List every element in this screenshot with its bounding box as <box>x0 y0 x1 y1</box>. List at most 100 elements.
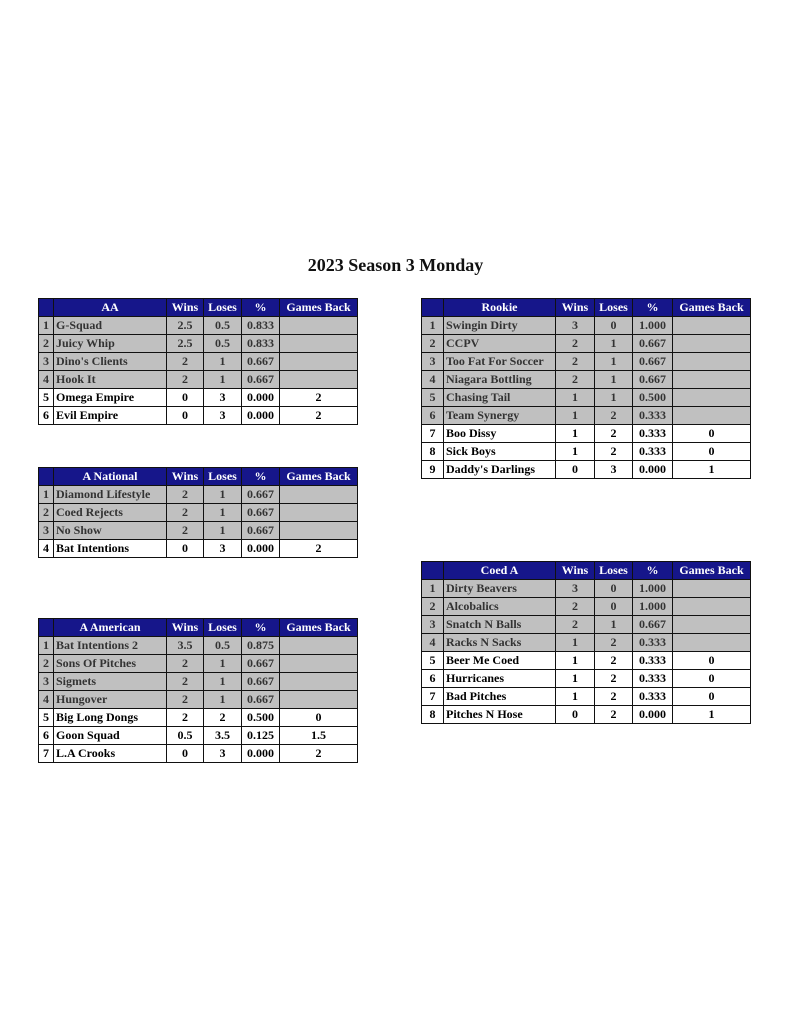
table-row: 2 Alcobalics 2 0 1.000 <box>421 597 751 616</box>
team-name: Omega Empire <box>53 388 167 407</box>
loses: 2 <box>594 705 633 724</box>
rank: 2 <box>421 334 444 353</box>
standings-table-aa: AA Wins Loses% Games Back 1 G-Squad 2.5 0.5 0.83… <box>38 298 358 425</box>
table-row: 6 Hurricanes 1 2 0.333 0 <box>421 669 751 688</box>
team-name: CCPV <box>443 334 556 353</box>
pct: 0.667 <box>241 690 280 709</box>
table-row: 1 Diamond Lifestyle 2 1 0.667 <box>38 485 358 504</box>
rank: 1 <box>421 579 444 598</box>
wins: 1 <box>555 442 595 461</box>
division-name: Coed A <box>443 561 556 580</box>
table-row: 6 Team Synergy 1 2 0.333 <box>421 406 751 425</box>
table-row: 1 G-Squad 2.5 0.5 0.833 <box>38 316 358 335</box>
games-back <box>279 636 358 655</box>
table-row: 7 Boo Dissy 1 2 0.333 0 <box>421 424 751 443</box>
pct: 0.667 <box>241 485 280 504</box>
rank: 5 <box>38 708 54 727</box>
wins: 2 <box>555 597 595 616</box>
loses: 1 <box>594 334 633 353</box>
loses: 1 <box>594 615 633 634</box>
team-name: Sigmets <box>53 672 167 691</box>
team-name: Niagara Bottling <box>443 370 556 389</box>
pct: 0.833 <box>241 334 280 353</box>
team-name: Sons Of Pitches <box>53 654 167 673</box>
pct: 0.333 <box>632 442 673 461</box>
table-row: 8 Pitches N Hose 0 2 0.000 1 <box>421 705 751 724</box>
rank: 3 <box>38 521 54 540</box>
column-header: Wins <box>555 561 595 580</box>
column-header: Games Back <box>279 298 358 317</box>
wins: 0.5 <box>166 726 204 745</box>
loses: 2 <box>203 708 242 727</box>
rank: 6 <box>38 726 54 745</box>
loses: 1 <box>594 370 633 389</box>
games-back <box>672 370 751 389</box>
loses: 1 <box>594 352 633 371</box>
team-name: Swingin Dirty <box>443 316 556 335</box>
table-row: 7 Bad Pitches 1 2 0.333 0 <box>421 687 751 706</box>
loses: 2 <box>594 651 633 670</box>
column-header: % <box>241 618 280 637</box>
wins: 2 <box>166 690 204 709</box>
team-name: Juicy Whip <box>53 334 167 353</box>
games-back: 0 <box>672 669 751 688</box>
column-header: Games Back <box>279 467 358 486</box>
wins: 2 <box>166 708 204 727</box>
team-name: No Show <box>53 521 167 540</box>
wins: 2 <box>166 672 204 691</box>
games-back <box>672 388 751 407</box>
table-row: 2 CCPV 2 1 0.667 <box>421 334 751 353</box>
games-back <box>672 633 751 652</box>
table-row: 4 Bat Intentions 0 3 0.000 2 <box>38 539 358 558</box>
team-name: Snatch N Balls <box>443 615 556 634</box>
loses: 3 <box>203 744 242 763</box>
wins: 2 <box>166 370 204 389</box>
loses: 3.5 <box>203 726 242 745</box>
team-name: Evil Empire <box>53 406 167 425</box>
team-name: Too Fat For Soccer <box>443 352 556 371</box>
team-name: Bat Intentions 2 <box>53 636 167 655</box>
wins: 0 <box>166 406 204 425</box>
table-row: 1 Bat Intentions 2 3.5 0.5 0.875 <box>38 636 358 655</box>
column-header: Loses <box>203 467 242 486</box>
games-back: 2 <box>279 744 358 763</box>
column-header: Loses <box>594 561 633 580</box>
pct: 0.667 <box>241 672 280 691</box>
header-row: Rookie Wins Loses% Games Back <box>421 298 751 317</box>
wins: 2 <box>555 334 595 353</box>
table-row: 5 Beer Me Coed 1 2 0.333 0 <box>421 651 751 670</box>
header-row: AA Wins Loses% Games Back <box>38 298 358 317</box>
wins: 2 <box>166 503 204 522</box>
wins: 1 <box>555 406 595 425</box>
games-back <box>672 597 751 616</box>
team-name: Diamond Lifestyle <box>53 485 167 504</box>
games-back <box>672 316 751 335</box>
header-row: A American Wins Loses% Games Back <box>38 618 358 637</box>
table-row: 3 Snatch N Balls 2 1 0.667 <box>421 615 751 634</box>
division-name: AA <box>53 298 167 317</box>
wins: 1 <box>555 388 595 407</box>
wins: 0 <box>166 744 204 763</box>
column-header: % <box>632 561 673 580</box>
pct: 0.333 <box>632 633 673 652</box>
loses: 2 <box>594 442 633 461</box>
column-header: Wins <box>555 298 595 317</box>
rank: 7 <box>421 424 444 443</box>
loses: 0 <box>594 579 633 598</box>
table-row: 4 Niagara Bottling 2 1 0.667 <box>421 370 751 389</box>
games-back <box>279 334 358 353</box>
games-back <box>279 521 358 540</box>
wins: 2 <box>166 521 204 540</box>
rank: 5 <box>421 388 444 407</box>
page-title: 2023 Season 3 Monday <box>307 255 484 275</box>
standings-table-rookie: Rookie Wins Loses% Games Back 1 Swingin Dirty… <box>421 298 751 479</box>
pct: 0.333 <box>632 687 673 706</box>
pct: 1.000 <box>632 316 673 335</box>
rank: 3 <box>421 615 444 634</box>
loses: 1 <box>203 370 242 389</box>
team-name: Dino's Clients <box>53 352 167 371</box>
loses: 1 <box>203 521 242 540</box>
pct: 0.000 <box>632 705 673 724</box>
wins: 1 <box>555 424 595 443</box>
team-name: Beer Me Coed <box>443 651 556 670</box>
